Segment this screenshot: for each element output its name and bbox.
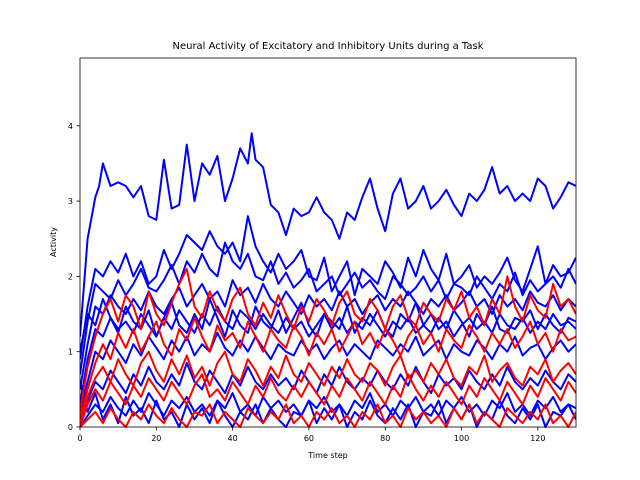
series-line-5 bbox=[80, 331, 576, 413]
x-tick-label: 20 bbox=[151, 434, 161, 443]
series-line-6 bbox=[80, 362, 576, 420]
y-tick-label: 4 bbox=[68, 122, 73, 131]
chart-title: Neural Activity of Excitatory and Inhibi… bbox=[172, 41, 483, 52]
series-line-12 bbox=[80, 350, 576, 428]
y-axis: 0 1 2 3 4 bbox=[68, 122, 80, 432]
x-tick-label: 100 bbox=[454, 434, 469, 443]
y-axis-label: Activity bbox=[49, 227, 58, 257]
x-axis-label: Time step bbox=[307, 451, 347, 460]
y-tick-label: 1 bbox=[68, 348, 73, 357]
x-tick-label: 40 bbox=[228, 434, 238, 443]
plot-frame bbox=[79, 57, 577, 428]
series-line-13 bbox=[80, 373, 576, 428]
x-tick-label: 0 bbox=[77, 434, 82, 443]
y-tick-label: 2 bbox=[68, 272, 73, 281]
series-line-0 bbox=[80, 132, 576, 337]
series-line-11 bbox=[80, 316, 576, 420]
series-line-10 bbox=[80, 267, 576, 413]
series-layer bbox=[80, 132, 576, 428]
x-axis: 0 20 40 60 80 100 120 bbox=[77, 427, 545, 443]
y-tick-label: 3 bbox=[68, 197, 73, 206]
series-line-1 bbox=[80, 215, 576, 360]
y-tick-label: 0 bbox=[68, 423, 73, 432]
x-tick-label: 80 bbox=[380, 434, 390, 443]
x-tick-label: 60 bbox=[304, 434, 314, 443]
series-line-2 bbox=[80, 241, 576, 375]
x-tick-label: 120 bbox=[530, 434, 545, 443]
series-line-14 bbox=[80, 403, 576, 428]
